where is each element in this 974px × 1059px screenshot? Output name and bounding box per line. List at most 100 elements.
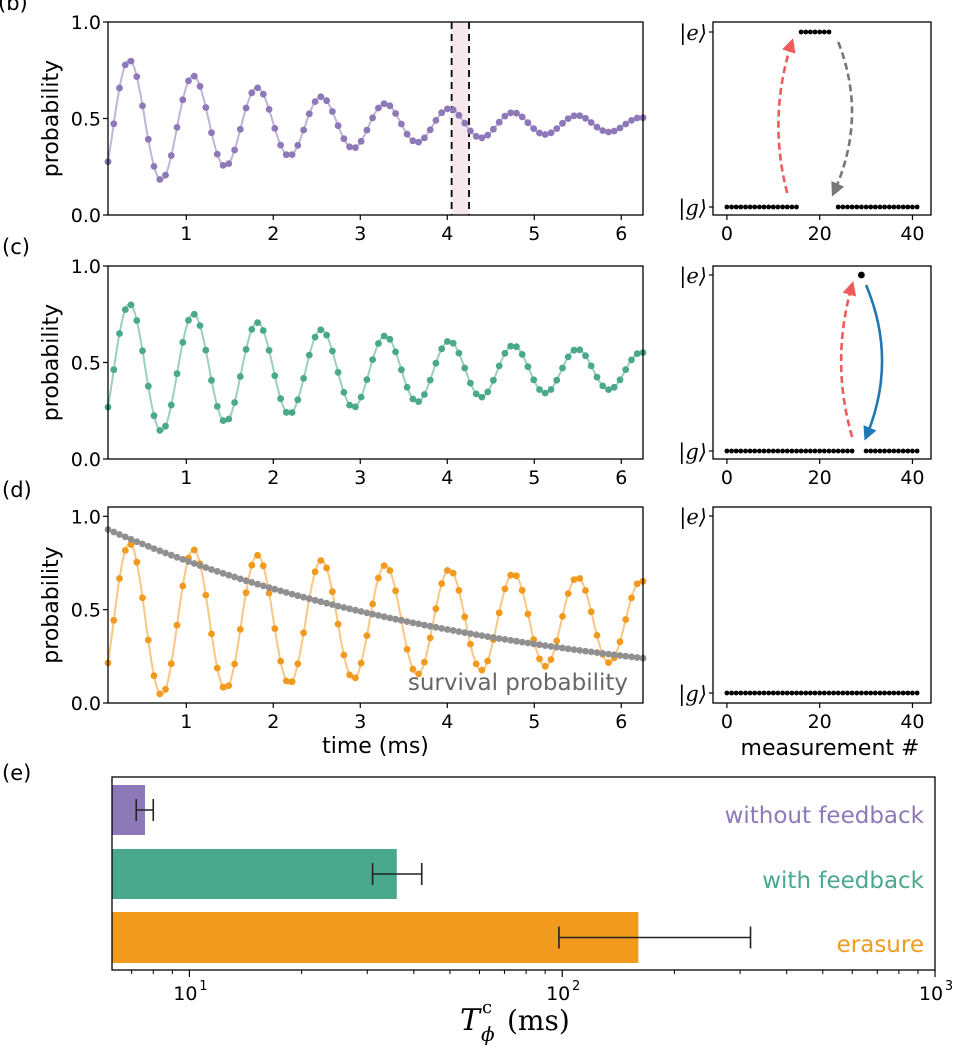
measurement-point-g	[770, 204, 776, 210]
data-point-gray	[484, 633, 492, 640]
data-point-gray	[518, 638, 526, 646]
data-point-orange	[392, 587, 399, 595]
data-point-gray	[524, 639, 532, 647]
data-point-gray	[219, 569, 227, 577]
y-tick-label: 0.0	[71, 205, 101, 227]
data-point-orange	[190, 546, 198, 554]
data-point-orange	[484, 657, 492, 665]
x-tick-exponent: 3	[945, 979, 953, 994]
data-point-green	[398, 366, 405, 374]
measurement-point-g	[859, 204, 864, 210]
measurement-point-g	[891, 690, 897, 696]
data-point-purple	[346, 143, 353, 151]
data-point-green	[490, 376, 497, 384]
measurement-point-g	[882, 448, 887, 454]
data-point-gray	[478, 632, 486, 639]
data-point-gray	[208, 566, 215, 573]
data-point-green	[438, 345, 446, 353]
measurement-point-g	[914, 448, 920, 454]
data-point-gray	[213, 568, 221, 575]
measurement-point-g	[886, 690, 892, 696]
x-tick-label: 6	[615, 467, 627, 489]
data-point-green	[254, 319, 261, 326]
data-point-green	[288, 409, 296, 416]
data-point-gray	[587, 648, 595, 656]
measurement-point-g	[780, 448, 785, 454]
data-point-green	[599, 382, 607, 390]
data-point-green	[559, 364, 566, 372]
measurement-point-g	[877, 204, 883, 210]
measurement-point-g	[752, 690, 758, 696]
data-point-gray	[185, 558, 192, 565]
data-point-green	[363, 376, 371, 383]
data-point-green	[380, 332, 388, 340]
data-point-green	[173, 370, 181, 378]
annotation-survival-probability: survival probability	[408, 670, 628, 696]
measurement-point-g	[817, 690, 823, 696]
data-point-purple	[536, 129, 543, 137]
data-point-gray	[633, 654, 641, 661]
data-point-green	[478, 393, 486, 401]
data-point-orange	[524, 610, 532, 618]
data-point-orange	[236, 626, 244, 633]
data-point-green	[346, 401, 353, 409]
data-point-green	[484, 388, 492, 396]
data-point-green	[305, 351, 313, 359]
measurement-point-g	[743, 448, 748, 454]
data-point-purple	[444, 105, 451, 113]
data-point-orange	[415, 670, 422, 678]
data-point-gray	[259, 582, 267, 590]
y-axis-label: probability	[39, 60, 64, 177]
data-point-gray	[599, 650, 607, 657]
measurement-point-g	[729, 448, 734, 454]
data-point-gray	[380, 613, 388, 621]
x-tick-label: 20	[808, 711, 832, 733]
data-point-purple	[518, 113, 526, 121]
measurement-point-g	[845, 448, 850, 454]
x-tick-label: 4	[441, 467, 453, 489]
data-point-green	[507, 342, 515, 350]
measurement-point-g	[761, 448, 767, 454]
transition-arrow-red	[839, 284, 854, 438]
data-point-gray	[455, 628, 463, 635]
data-point-green	[605, 386, 612, 393]
data-point-green	[121, 306, 129, 313]
data-point-gray	[409, 619, 417, 627]
data-point-purple	[219, 162, 227, 169]
data-point-purple	[139, 102, 146, 110]
data-point-purple	[559, 119, 566, 127]
data-point-purple	[363, 126, 371, 134]
data-point-green	[265, 347, 273, 354]
data-point-orange	[311, 568, 319, 576]
bar-label-green: with feedback	[762, 868, 924, 894]
measurement-point-g	[821, 448, 827, 454]
x-axis-label-superscript: c	[482, 997, 492, 1018]
data-point-green	[444, 338, 451, 345]
y-tick-label: 0.0	[71, 693, 101, 715]
data-point-green	[248, 326, 256, 333]
measurement-point-g	[770, 690, 776, 696]
data-point-green	[219, 417, 227, 424]
data-point-green	[432, 359, 440, 367]
data-point-purple	[633, 114, 641, 122]
measurement-point-g	[826, 690, 832, 696]
data-point-purple	[449, 106, 457, 114]
x-tick-label: 2	[267, 223, 279, 245]
data-point-purple	[409, 137, 417, 145]
data-point-purple	[259, 90, 267, 98]
data-point-green	[334, 368, 342, 376]
data-point-green	[518, 351, 526, 358]
measurement-point-g	[840, 204, 846, 210]
x-tick-label: 5	[528, 711, 540, 733]
data-point-orange	[156, 690, 164, 698]
data-point-purple	[530, 125, 538, 132]
data-point-purple	[305, 110, 313, 118]
x-tick-label: 3	[354, 467, 366, 489]
data-point-orange	[242, 589, 250, 597]
measurement-point-g	[905, 448, 911, 454]
measurement-point-g	[872, 448, 878, 454]
data-point-gray	[150, 545, 158, 552]
data-point-orange	[340, 651, 348, 659]
data-point-orange	[317, 557, 325, 564]
